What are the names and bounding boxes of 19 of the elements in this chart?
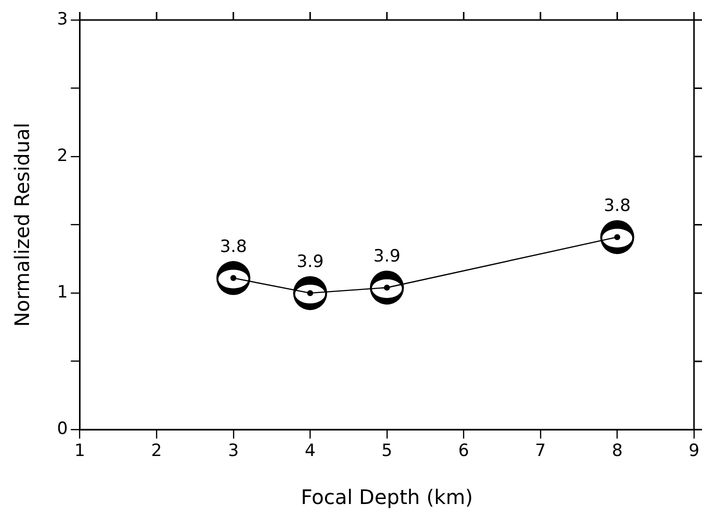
- x-tick-label: 6: [458, 441, 470, 462]
- y-tick-label: 0: [56, 419, 68, 440]
- x-tick-label: 4: [304, 441, 316, 462]
- y-tick-label: 1: [56, 282, 68, 302]
- annotation: 3.9: [373, 246, 400, 267]
- annotation: 3.8: [220, 236, 247, 257]
- y-tick-label: 2: [56, 146, 68, 166]
- annotation: 3.8: [604, 196, 631, 216]
- x-tick-label: 7: [535, 441, 546, 462]
- y-axis-title: Normalized Residual: [10, 122, 34, 327]
- x-tick-label: 8: [612, 441, 623, 462]
- x-tick-label: 1: [74, 441, 86, 462]
- x-axis-title: Focal Depth (km): [300, 485, 473, 510]
- x-tick-label: 2: [151, 441, 162, 462]
- y-tick-label: 3: [56, 9, 68, 30]
- x-tick-label: 3: [228, 441, 239, 462]
- annotation: 3.9: [296, 252, 324, 272]
- x-tick-label: 5: [381, 441, 392, 462]
- x-tick-label: 9: [688, 441, 700, 462]
